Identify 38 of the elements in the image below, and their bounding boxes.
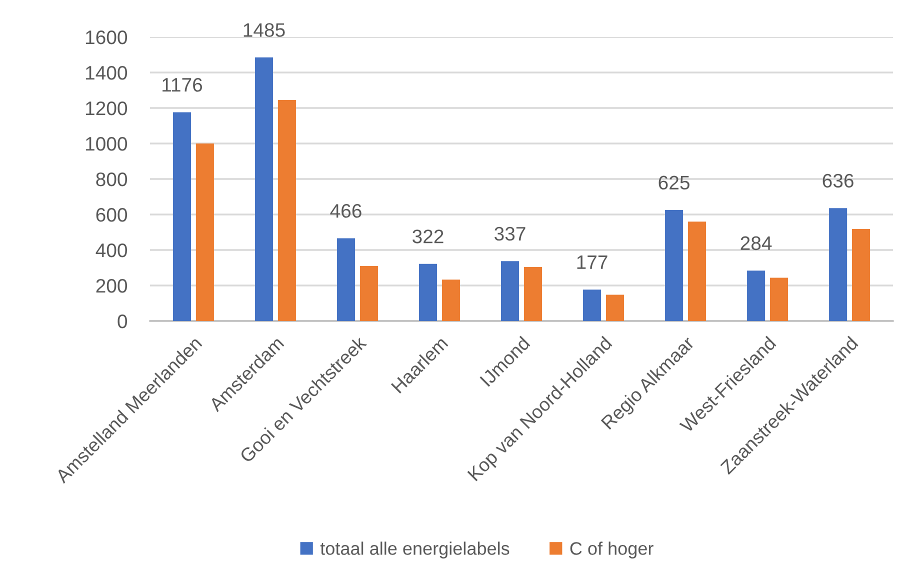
bar [688,222,706,321]
bar [524,267,542,321]
y-tick-label: 200 [96,278,128,293]
bar [852,229,870,321]
bar [278,100,296,321]
data-label: 625 [658,176,690,190]
data-label: 177 [577,256,608,269]
y-tick-label: 400 [96,243,128,258]
bar [606,294,624,321]
bar [418,264,438,321]
data-label: 337 [494,226,526,241]
bar [747,270,766,321]
y-tick-label: 1600 [86,30,128,44]
data-label: 466 [330,204,362,218]
y-tick-label: 800 [96,172,128,186]
bar [442,280,460,321]
data-label: 284 [740,236,772,250]
data-label: 322 [412,230,444,244]
bar [172,112,192,321]
bar [770,278,788,321]
bar [665,210,684,321]
bar [829,208,848,321]
data-label: 1176 [162,78,202,92]
y-tick-label: 1200 [86,101,128,116]
y-tick-label: 1400 [86,66,128,80]
bar [501,261,520,321]
bar [336,238,356,321]
y-tick-label: 1000 [86,136,128,151]
y-tick-label: 0 [118,314,128,328]
data-label: 636 [822,174,854,188]
y-tick-label: 600 [96,208,128,222]
bar [196,144,214,321]
bar [583,290,602,321]
data-label: 1485 [244,23,285,37]
legend-label: totaal alle energielabels [320,542,510,558]
legend-label: C of hoger [570,542,654,558]
bar [254,57,274,321]
bar [360,266,378,321]
